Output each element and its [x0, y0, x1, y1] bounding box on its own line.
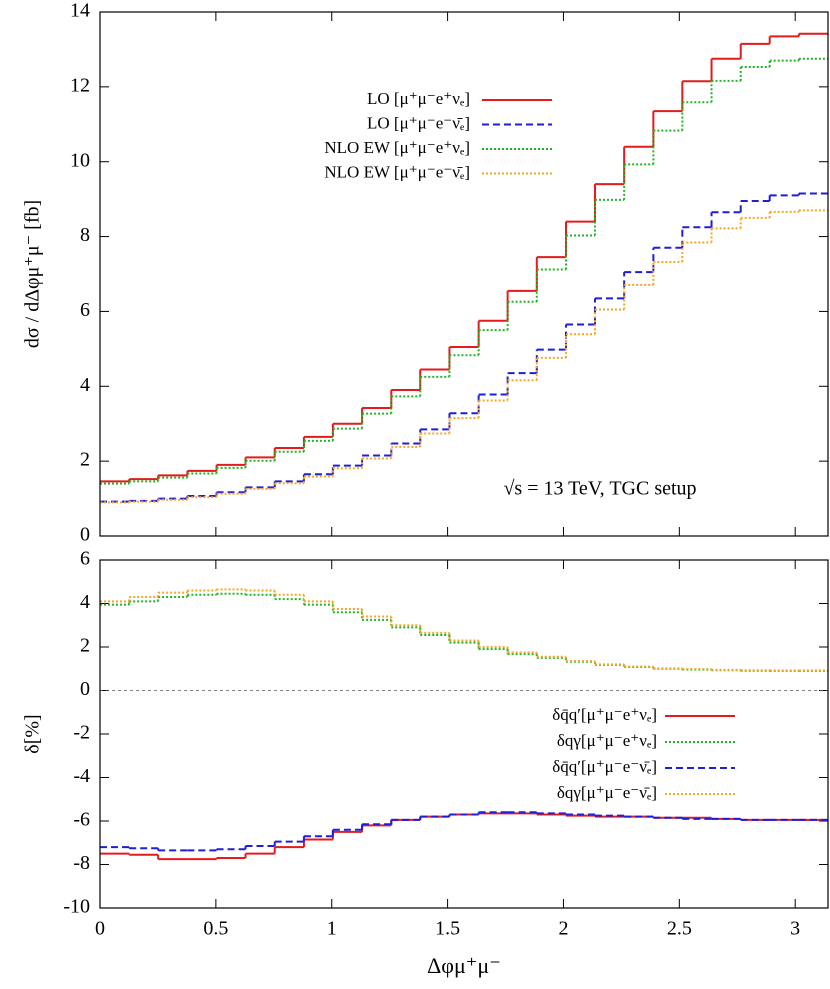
- y-tick-label: 4: [80, 591, 90, 613]
- legend-label: δqγ[μ⁺μ⁻e⁻ν̄ₑ]: [557, 783, 657, 802]
- step-connector: [128, 593, 771, 671]
- y-tick-label: 6: [80, 548, 90, 570]
- plot-frame: [99, 559, 829, 909]
- y-tick-label: 0: [80, 524, 90, 546]
- step-connector: [128, 58, 800, 484]
- y-tick-label: 0: [80, 678, 90, 700]
- legend-label: δq̄q′[μ⁺μ⁻e⁺νₑ]: [552, 705, 657, 724]
- y-tick-label: 14: [70, 0, 90, 22]
- step-connector: [128, 210, 800, 503]
- legend-label: δqγ[μ⁺μ⁻e⁺νₑ]: [557, 731, 657, 750]
- y-axis-label: δ[%]: [22, 714, 44, 753]
- y-tick-label: 10: [70, 149, 90, 171]
- x-tick-label: 2: [558, 918, 568, 940]
- step-connector: [128, 589, 771, 671]
- y-tick-label: -2: [73, 722, 90, 744]
- y-tick-label: 2: [80, 635, 90, 657]
- x-tick-label: 1.5: [435, 918, 460, 940]
- plot-frame: [99, 11, 829, 537]
- y-tick-label: 4: [80, 374, 90, 396]
- y-tick-label: 6: [80, 299, 90, 321]
- step-connector: [128, 813, 742, 860]
- annotation: √s = 13 TeV, TGC setup: [503, 478, 696, 500]
- x-tick-label: 0.5: [203, 918, 228, 940]
- y-axis-label: dσ / dΔφμ⁺μ⁻ [fb]: [22, 200, 44, 348]
- x-axis-label: Δφμ⁺μ⁻: [427, 953, 501, 978]
- x-tick-label: 0: [95, 918, 105, 940]
- legend-label: LO [μ⁺μ⁻e⁻ν̄ₑ]: [367, 113, 470, 132]
- y-tick-label: -6: [73, 809, 90, 831]
- legend-label: NLO EW [μ⁺μ⁻e⁺νₑ]: [324, 138, 470, 157]
- x-tick-label: 1: [327, 918, 337, 940]
- x-tick-label: 3: [790, 918, 800, 940]
- step-connector: [128, 812, 742, 851]
- x-tick-label: 2.5: [667, 918, 692, 940]
- y-tick-label: -4: [73, 765, 90, 787]
- y-tick-label: -8: [73, 852, 90, 874]
- legend-label: LO [μ⁺μ⁻e⁺νₑ]: [367, 89, 470, 108]
- y-tick-label: 2: [80, 449, 90, 471]
- legend-label: δq̄q′[μ⁺μ⁻e⁻ν̄ₑ]: [552, 757, 657, 776]
- y-tick-label: 8: [80, 224, 90, 246]
- y-tick-label: 12: [70, 74, 90, 96]
- y-tick-label: -10: [63, 896, 90, 918]
- legend-label: NLO EW [μ⁺μ⁻e⁻ν̄ₑ]: [324, 162, 470, 181]
